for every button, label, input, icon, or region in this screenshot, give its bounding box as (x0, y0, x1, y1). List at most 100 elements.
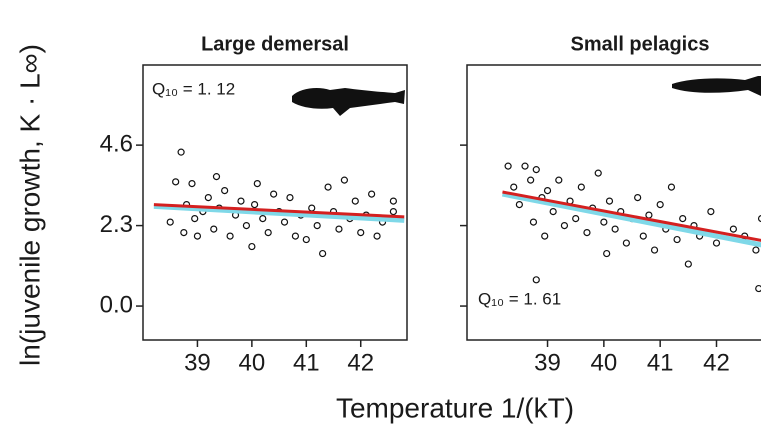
data-point (543, 187, 552, 195)
x-tick-label: 40 (239, 349, 266, 376)
data-point (193, 232, 202, 240)
x-tick-label: 40 (591, 349, 618, 376)
data-point (622, 239, 630, 247)
data-point (752, 246, 760, 254)
data-point (221, 187, 229, 195)
data-point (560, 221, 569, 230)
fit-line (153, 203, 405, 219)
data-point (583, 228, 591, 237)
data-point (204, 194, 212, 202)
data-point (521, 162, 529, 170)
data-point (656, 200, 664, 209)
data-point (527, 176, 535, 184)
data-point (270, 190, 278, 198)
panel: Small pelagics Q₁₀ = 1. 61 39 40 41 42 (460, 33, 761, 376)
data-point (357, 228, 365, 237)
fish-icon (672, 76, 761, 96)
plot-frame (142, 64, 408, 341)
panel-title: Small pelagics (571, 33, 710, 55)
data-point (259, 214, 267, 223)
data-point (549, 207, 557, 216)
data-point (172, 178, 180, 186)
fit-line (501, 191, 761, 248)
data-point (532, 276, 540, 284)
data-point (611, 225, 619, 233)
y-tick-label: 0.0 (100, 291, 133, 318)
data-point (188, 180, 196, 188)
data-point (340, 176, 349, 184)
x-tick-label: 42 (703, 349, 730, 376)
plots: Large demersal Q₁₀ = 1. 12 0.0 2.3 4.6 39 40 41… (100, 33, 761, 376)
data-point (210, 225, 218, 233)
data-point (373, 232, 381, 240)
data-point (191, 214, 199, 223)
data-point (572, 214, 580, 223)
data-point (529, 218, 538, 226)
data-point (667, 183, 676, 191)
data-point (755, 284, 761, 293)
panel: Large demersal Q₁₀ = 1. 12 0.0 2.3 4.6 39 40 41… (100, 33, 408, 376)
data-point (684, 260, 692, 268)
y-tick-label: 4.6 (100, 130, 133, 157)
data-point (368, 190, 376, 198)
data-point (180, 228, 188, 237)
data-point (389, 207, 397, 216)
fit-line (153, 203, 405, 223)
data-point (712, 239, 721, 247)
data-point (679, 214, 687, 223)
data-point (264, 228, 272, 237)
data-point (212, 173, 221, 181)
x-tick-label: 39 (184, 349, 211, 376)
data-point (313, 221, 321, 230)
x-tick-label: 41 (293, 349, 320, 376)
annotation: Q₁₀ = 1. 61 (478, 289, 561, 308)
data-point (673, 235, 681, 244)
x-tick-label: 42 (347, 349, 374, 376)
y-axis-label: ln(juvenile growth, K · L∞) (14, 44, 45, 366)
data-point (237, 197, 245, 205)
data-point (510, 183, 518, 191)
plot-area (501, 162, 761, 293)
x-tick-label: 41 (647, 349, 674, 376)
annotation: Q₁₀ = 1. 12 (152, 79, 235, 98)
data-point (308, 204, 316, 212)
x-axis-label: Temperature 1/(kT) (336, 392, 574, 423)
data-point (555, 176, 563, 184)
data-point (639, 232, 647, 240)
data-point (335, 225, 343, 233)
fit-line (502, 190, 761, 242)
data-point (594, 169, 602, 177)
data-point (605, 197, 614, 205)
data-point (707, 207, 715, 216)
data-point (389, 197, 397, 205)
data-point (650, 246, 659, 254)
y-tick-label: 2.3 (100, 211, 133, 238)
data-point (600, 218, 608, 226)
data-point (248, 242, 256, 251)
data-point (645, 211, 653, 219)
data-point (226, 232, 234, 240)
data-point (177, 148, 185, 156)
data-point (729, 225, 737, 233)
fish-icon (292, 88, 405, 116)
data-point (541, 232, 549, 240)
data-point (515, 200, 523, 209)
data-point (577, 183, 585, 191)
panel-title: Large demersal (201, 33, 349, 55)
data-point (250, 200, 259, 209)
data-point (280, 218, 289, 226)
data-point (253, 180, 261, 188)
data-point (532, 166, 540, 174)
data-point (324, 183, 332, 191)
data-point (166, 218, 174, 226)
plot-area (153, 148, 405, 258)
data-point (302, 235, 310, 244)
data-point (286, 194, 294, 202)
data-point (291, 232, 300, 240)
data-point (504, 162, 512, 170)
data-point (603, 249, 611, 258)
data-point (757, 215, 761, 223)
data-point (319, 249, 327, 258)
data-point (242, 221, 251, 230)
